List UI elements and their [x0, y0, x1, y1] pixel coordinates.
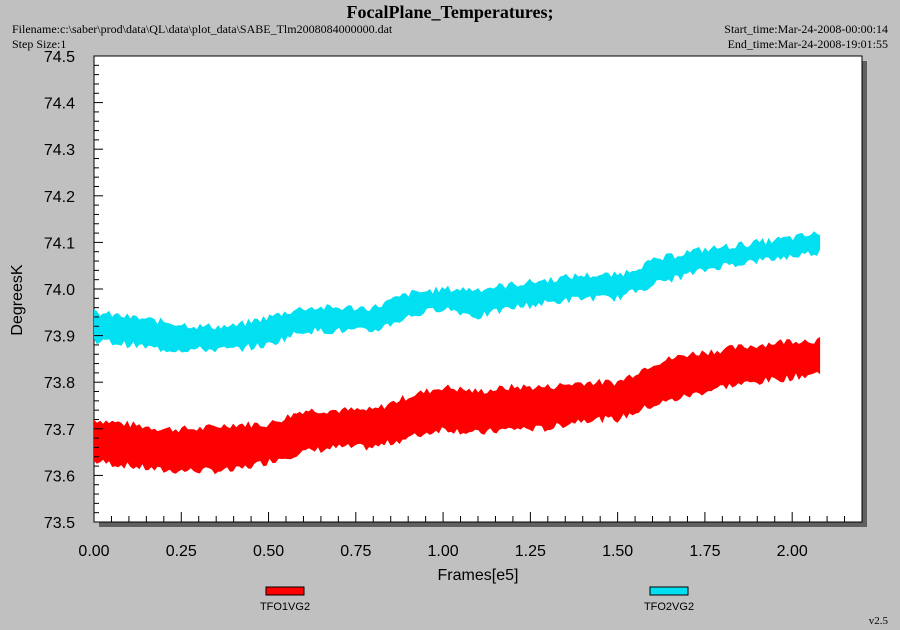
series-band-tfo1vg2: [94, 336, 821, 475]
y-tick-label: 74.3: [44, 142, 75, 159]
version-label: v2.5: [868, 615, 888, 627]
y-tick-label: 74.2: [44, 189, 75, 206]
step-size-label: Step Size:1: [12, 37, 67, 51]
x-tick-label: 2.00: [777, 543, 808, 560]
legend-label-tfo2vg2: TFO2VG2: [644, 601, 694, 613]
x-tick-label: 0.25: [166, 543, 197, 560]
end-time-label: End_time:Mar-24-2008-19:01:55: [727, 37, 888, 51]
legend-label-tfo1vg2: TFO1VG2: [260, 601, 310, 613]
filename-label: Filename:c:\saber\prod\data\QL\data\plot…: [12, 22, 393, 36]
x-tick-label: 0.50: [253, 543, 284, 560]
y-axis-label: DegreesK: [9, 264, 26, 335]
legend-swatch-tfo1vg2: [265, 586, 305, 596]
axis-layer: 73.5 73.6 73.7 73.8 73.9 74.0 74.1 74.2 74.3 74.4…: [44, 49, 863, 560]
x-tick-label: 1.25: [515, 543, 546, 560]
y-tick-label: 73.8: [44, 375, 75, 392]
legend: TFO1VG2 TFO2VG2: [260, 586, 694, 613]
x-tick-label: 1.00: [428, 543, 459, 560]
x-tick-label: 0.00: [78, 543, 109, 560]
x-tick-label: 1.75: [689, 543, 720, 560]
legend-swatch-tfo2vg2: [649, 586, 689, 596]
y-tick-label: 74.0: [44, 282, 75, 299]
y-tick-label: 73.9: [44, 329, 75, 346]
x-axis-label: Frames[e5]: [438, 567, 519, 584]
y-tick-label: 74.1: [44, 235, 75, 252]
chart-title: FocalPlane_Temperatures;: [346, 2, 554, 22]
series-layer: [94, 231, 821, 475]
start-time-label: Start_time:Mar-24-2008-00:00:14: [724, 22, 888, 36]
y-tick-label: 74.5: [44, 49, 75, 66]
y-tick-label: 73.5: [44, 515, 75, 532]
x-tick-label: 1.50: [602, 543, 633, 560]
y-tick-label: 73.7: [44, 422, 75, 439]
y-tick-label: 73.6: [44, 468, 75, 485]
series-band-tfo2vg2: [94, 231, 821, 353]
y-tick-label: 74.4: [44, 96, 75, 113]
x-tick-label: 0.75: [340, 543, 371, 560]
